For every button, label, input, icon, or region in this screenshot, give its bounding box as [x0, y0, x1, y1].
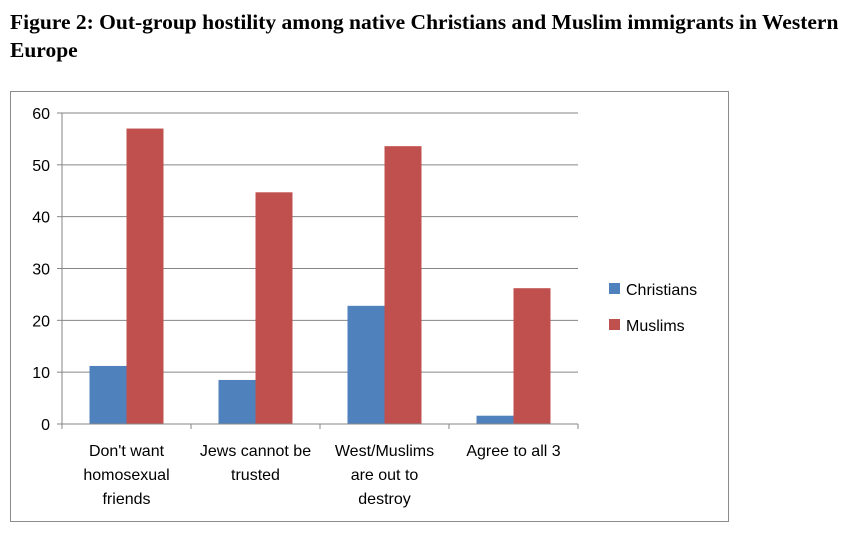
x-tick-label: Agree to all 3	[466, 443, 560, 460]
y-tick-label: 20	[32, 313, 50, 330]
x-tick-label-line: Agree to all 3	[466, 443, 560, 460]
x-tick-label-line: are out to	[351, 467, 419, 484]
legend-swatch-muslims	[609, 319, 620, 330]
y-tick-label: 40	[32, 210, 50, 227]
x-tick-label-line: Jews cannot be	[200, 443, 311, 460]
bars	[89, 128, 551, 425]
x-tick-label-line: Don't want	[89, 443, 165, 460]
x-tick-label-line: West/Muslims	[335, 443, 434, 460]
y-tick-label: 50	[32, 158, 50, 175]
x-tick-label-line: destroy	[358, 491, 410, 508]
bar-christians	[89, 365, 127, 424]
x-tick-label-line: friends	[102, 491, 150, 508]
bar-muslims	[255, 192, 293, 424]
x-tick-label-line: trusted	[231, 467, 280, 484]
x-axis: Don't want homosexual friends Jews cannot b…	[61, 423, 579, 508]
y-axis: 0 10 20 30 40 50 60	[32, 106, 63, 434]
x-tick-label-line: homosexual	[83, 467, 169, 484]
bar-muslims	[126, 128, 164, 425]
x-tick-label: West/Muslims are out to destroy	[335, 443, 434, 508]
legend-label-muslims: Muslims	[626, 318, 685, 335]
x-tick-label: Don't want homosexual friends	[83, 443, 169, 508]
y-tick-label: 30	[32, 262, 50, 279]
bar-christians	[218, 379, 256, 424]
bar-muslims	[384, 146, 422, 424]
y-tick-label: 60	[32, 106, 50, 123]
legend-swatch-christians	[609, 283, 620, 294]
y-tick-label: 0	[41, 417, 50, 434]
figure-title: Figure 2: Out-group hostility among nati…	[10, 10, 839, 62]
legend: Christians Muslims	[609, 282, 697, 335]
legend-label-christians: Christians	[626, 282, 697, 299]
bar-muslims	[513, 288, 551, 424]
bar-christians	[347, 305, 385, 424]
y-tick-label: 10	[32, 365, 50, 382]
x-tick-label: Jews cannot be trusted	[200, 443, 311, 484]
bar-christians	[476, 415, 514, 424]
